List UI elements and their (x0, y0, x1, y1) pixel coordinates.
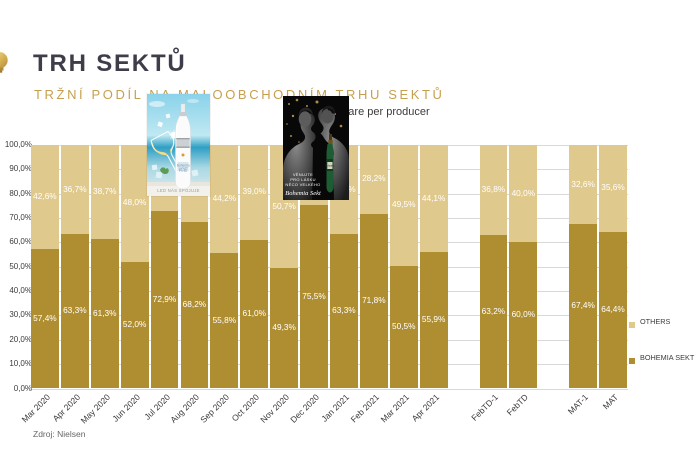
svg-text:NĚCO VELKÉHO: NĚCO VELKÉHO (285, 182, 320, 187)
svg-text:ICE: ICE (179, 167, 188, 173)
svg-text:Bohemia: Bohemia (325, 164, 335, 167)
svg-text:Bohemia Sekt: Bohemia Sekt (285, 190, 321, 197)
